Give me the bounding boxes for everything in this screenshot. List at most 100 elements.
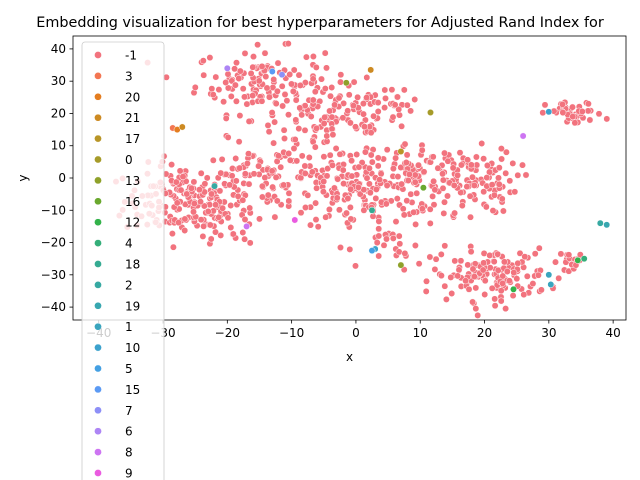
data-point-noise [243,160,251,167]
legend-label: 13 [125,174,140,188]
data-point-noise [480,155,488,163]
data-point-noise [327,92,334,100]
data-point-noise [322,213,330,221]
data-point-noise [232,97,240,105]
data-point-noise [329,161,336,169]
data-point-noise [173,199,181,207]
legend-marker [94,239,102,247]
data-point-noise [398,180,406,188]
data-point-noise [265,93,273,101]
data-point-noise [464,261,472,269]
data-point-noise [403,101,411,109]
data-point-cluster-17 [397,148,405,155]
data-point-noise [410,208,418,216]
data-point-noise [313,124,321,132]
data-point-noise [454,171,462,179]
y-tick-label: 0 [58,171,66,185]
data-point-cluster-1 [547,281,555,288]
data-point-noise [177,186,185,194]
data-point-noise [168,230,176,238]
data-point-noise [320,120,328,127]
data-point-noise [270,76,278,83]
data-point-noise [265,128,273,136]
data-point-noise [308,168,316,176]
data-point-noise [304,191,312,199]
data-point-noise [269,183,277,191]
data-point-noise [413,189,421,197]
data-point-noise [291,136,299,143]
legend-marker [94,469,102,477]
data-point-noise [345,91,353,99]
data-point-cluster-10 [545,108,553,116]
data-point-noise [212,201,220,209]
data-point-noise [207,235,215,243]
data-point-noise [486,251,494,259]
data-point-noise [293,157,301,165]
data-point-noise [206,221,214,229]
data-point-noise [179,173,187,181]
data-point-noise [394,93,401,101]
data-point-noise [217,231,225,239]
data-point-noise [305,154,313,161]
data-point-noise [236,67,244,75]
data-point-noise [323,172,331,180]
data-point-noise [466,192,474,200]
data-point-noise [286,71,294,78]
data-point-cluster-0 [427,109,434,116]
data-point-noise [329,131,337,139]
data-point-noise [273,197,281,205]
data-point-noise [239,196,247,204]
data-point-noise [309,96,317,104]
data-point-noise [374,154,382,162]
data-point-noise [441,198,448,206]
data-point-noise [431,265,439,273]
data-point-noise [429,153,437,161]
data-point-noise [208,85,216,93]
legend-marker [94,176,102,185]
data-point-noise [400,211,408,219]
data-point-noise [224,84,232,92]
data-point-noise [557,250,565,258]
data-point-noise [340,180,348,188]
data-point-noise [472,153,480,161]
data-point-noise [243,100,251,108]
data-point-noise [320,153,328,161]
data-point-cluster-2 [211,182,218,190]
data-point-noise [204,207,212,215]
legend-marker [94,281,102,289]
data-point-noise [586,116,594,124]
data-point-noise [375,217,383,225]
data-point-noise [534,271,542,279]
data-point-noise [382,94,389,102]
data-point-noise [497,287,505,295]
data-point-noise [335,94,343,102]
data-point-noise [595,110,603,118]
data-point-noise [375,225,383,233]
data-point-noise [263,84,271,92]
data-point-noise [200,71,208,79]
legend-label: 7 [125,404,133,418]
data-point-noise [456,149,464,157]
legend-label: 9 [125,467,133,480]
data-point-noise [313,184,321,192]
data-point-noise [200,202,208,210]
data-point-noise [521,253,529,261]
data-point-noise [367,151,375,159]
legend-label: 20 [125,90,140,104]
data-point-noise [343,209,350,217]
data-point-noise [168,161,176,169]
data-point-noise [447,273,455,281]
legend-label: 15 [125,383,140,397]
data-point-noise [245,117,253,125]
data-point-noise [334,175,342,183]
data-point-noise [281,135,288,142]
data-point-noise [246,239,254,247]
legend-label: 3 [125,69,133,83]
data-point-noise [426,205,434,213]
data-point-noise [355,163,363,171]
data-point-noise [271,118,279,126]
data-point-noise [323,132,331,140]
data-point-noise [264,121,272,129]
data-point-noise [241,93,248,101]
